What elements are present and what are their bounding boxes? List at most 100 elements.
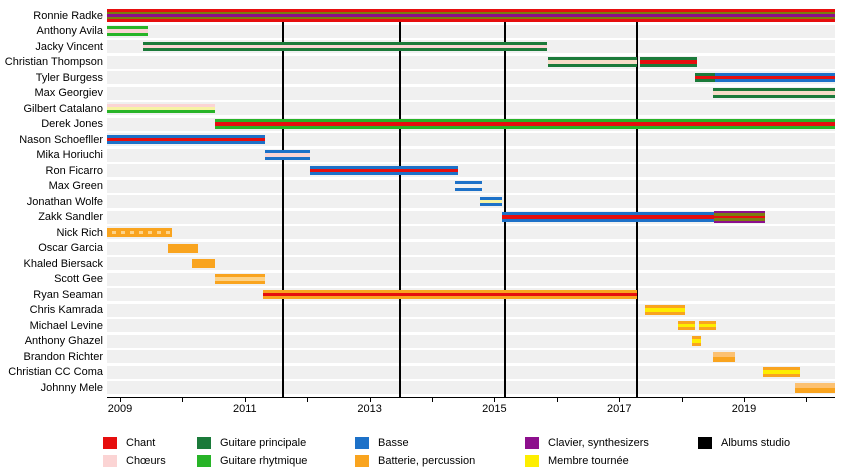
timeline-bar-segment [762, 367, 800, 377]
timeline-bar-segment [214, 274, 265, 284]
bar-stripe [214, 119, 835, 123]
bar-stripe [107, 110, 215, 114]
year-tick [556, 398, 558, 402]
bar-stripe [794, 387, 835, 393]
timeline-bar-segment [107, 103, 215, 114]
bar-stripe [479, 203, 502, 207]
bar-stripe [677, 327, 696, 331]
timeline-bar-segment [191, 259, 215, 268]
timeline-bar-segment [794, 382, 835, 393]
member-name: Christian Thompson [4, 56, 103, 68]
member-name: Khaled Biersack [23, 257, 104, 270]
legend-swatch-batterie [355, 455, 369, 467]
row-band [107, 148, 835, 162]
legend-swatch-tournee [525, 455, 539, 467]
bar-stripe [713, 213, 766, 216]
album-release-line [398, 9, 401, 397]
member-name: Chris Kamrada [29, 304, 103, 316]
bar-stripe [263, 296, 637, 300]
bar-stripe [107, 234, 172, 238]
row-band [107, 272, 835, 286]
album-release-line [635, 9, 638, 397]
timeline-bar-segment [713, 210, 766, 224]
timeline-bar-segment [263, 289, 637, 300]
bar-stripe [695, 79, 715, 83]
timeline-bar-segment [107, 9, 835, 22]
year-tick [369, 398, 371, 402]
bar-stripe [107, 141, 265, 145]
row-band [107, 102, 835, 115]
album-release-line [282, 9, 285, 397]
year-tick [619, 398, 621, 402]
bar-stripe [699, 323, 716, 328]
member-name: Zakk Sandler [38, 211, 103, 223]
x-axis-line [107, 397, 835, 398]
bar-stripe [309, 165, 458, 169]
member-name: Gilbert Catalano [23, 102, 104, 115]
member-name: Christian CC Coma [8, 366, 103, 378]
bar-stripe [214, 280, 265, 284]
timeline-bar-segment [107, 227, 172, 238]
row-band [107, 334, 835, 348]
bar-stripe [714, 72, 835, 76]
member-name: Nason Schoefller [19, 133, 103, 146]
year-tick [119, 398, 121, 402]
bar-stripe [713, 91, 835, 95]
member-name: Brandon Richter [23, 350, 104, 363]
timeline-bar-segment [713, 351, 736, 362]
legend-label: Basse [378, 437, 409, 449]
bar-stripe [699, 320, 716, 324]
legend-swatch-clavier [525, 437, 539, 449]
member-name: Derek Jones [41, 118, 103, 130]
bar-stripe [762, 373, 800, 377]
bar-stripe [191, 259, 215, 268]
row-band [107, 226, 835, 239]
bar-stripe [548, 63, 637, 67]
bar-stripe [265, 156, 310, 160]
member-name: Ronnie Radke [33, 9, 103, 22]
row-band [107, 71, 835, 84]
bar-stripe [143, 41, 547, 45]
bar-stripe [265, 150, 310, 154]
timeline-bar-segment [713, 88, 835, 98]
row-band [107, 55, 835, 69]
member-name: Ryan Seaman [33, 288, 103, 301]
member-name: Max Georgiev [34, 87, 103, 99]
bar-stripe [714, 79, 835, 83]
row-band [107, 241, 835, 255]
member-name: Oscar Garcia [38, 242, 103, 254]
bar-stripe [692, 336, 702, 340]
member-name: Anthony Ghazel [24, 335, 103, 347]
timeline-bar-segment [548, 57, 637, 67]
bar-stripe [502, 215, 714, 219]
bar-stripe [214, 125, 835, 129]
timeline-bar-segment [699, 320, 716, 331]
bar-stripe [107, 16, 835, 20]
legend-label: Membre tournée [548, 455, 629, 467]
bar-stripe [455, 184, 482, 188]
timeline-bar-segment [479, 196, 502, 207]
year-tick [182, 398, 184, 402]
row-band [107, 303, 835, 317]
bar-stripe [695, 72, 715, 76]
bar-stripe [107, 26, 148, 30]
bar-stripe [214, 122, 835, 126]
bar-stripe [263, 289, 637, 293]
year-tick [806, 398, 808, 402]
bar-stripe [639, 60, 698, 64]
timeline-bar-segment [644, 305, 685, 315]
year-tick [307, 398, 309, 402]
member-name: Jacky Vincent [35, 40, 103, 53]
bar-stripe [713, 88, 835, 92]
bar-stripe [143, 48, 547, 52]
bar-stripe [107, 9, 835, 12]
member-name: Michael Levine [29, 319, 103, 332]
member-name: Ron Ficarro [45, 164, 103, 177]
bar-stripe [479, 196, 502, 200]
row-band [107, 86, 835, 100]
bar-stripe [107, 103, 215, 107]
year-tick-label: 2013 [357, 403, 382, 415]
timeline-bar-segment [265, 150, 310, 160]
row-band [107, 133, 835, 146]
